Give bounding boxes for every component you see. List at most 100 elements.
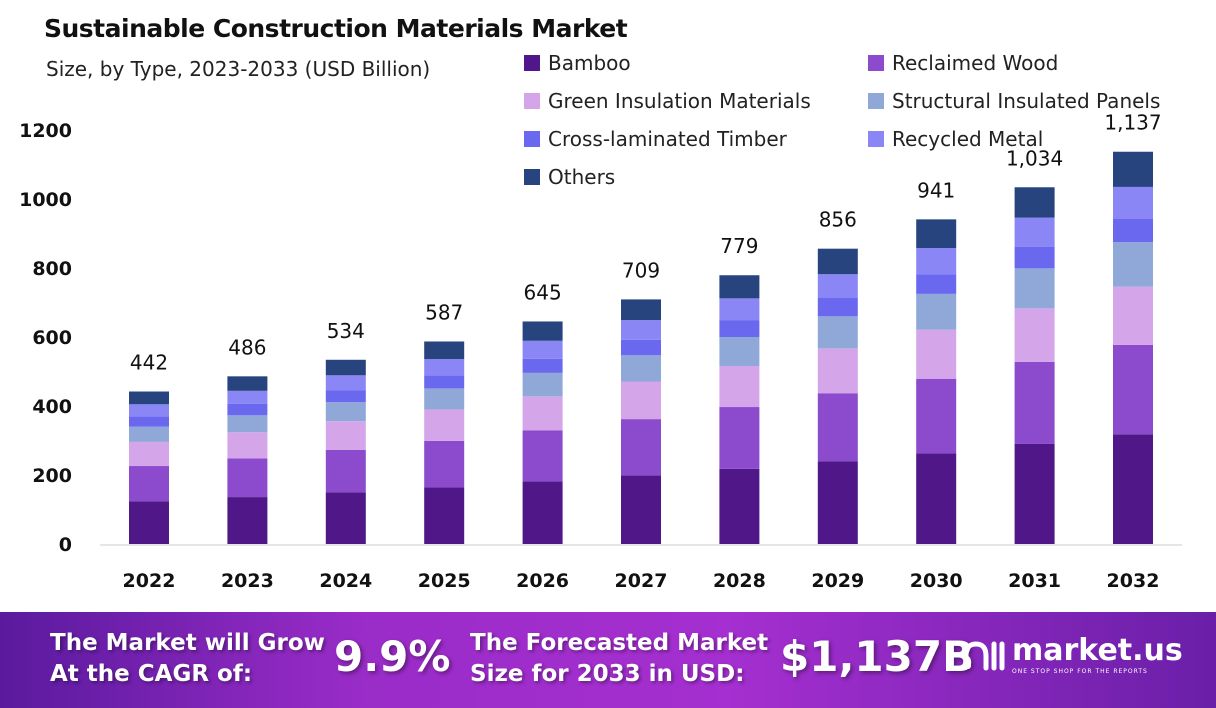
bar-segment-structural-insulated-panels <box>522 372 563 397</box>
bar-segment-green-insulation-materials <box>522 396 563 431</box>
bar-segment-reclaimed-wood <box>621 419 661 476</box>
bar-segment-bamboo <box>129 501 169 544</box>
legend-swatch <box>868 93 884 109</box>
x-tick-label: 2031 <box>1008 570 1061 592</box>
legend-swatch <box>524 131 540 147</box>
logo-tagline: ONE STOP SHOP FOR THE REPORTS <box>1012 668 1148 675</box>
bar-segment-green-insulation-materials <box>1014 308 1055 362</box>
bar-segment-reclaimed-wood <box>1014 361 1055 444</box>
y-tick-label: 0 <box>59 534 72 556</box>
bar-segment-bamboo <box>621 475 661 544</box>
legend-label: Structural Insulated Panels <box>892 89 1161 113</box>
bar-segment-structural-insulated-panels <box>1113 242 1153 287</box>
x-tick-label: 2025 <box>418 570 471 592</box>
forecast-text-line-2: Size for 2033 in USD: <box>470 661 745 687</box>
bar-segment-structural-insulated-panels <box>129 426 169 442</box>
bar-segment-bamboo <box>227 497 268 544</box>
bar-segment-cross-laminated-timber <box>424 375 465 389</box>
total-label: 587 <box>425 300 463 324</box>
bar-segment-bamboo <box>916 453 957 544</box>
bar-segment-others <box>1014 187 1055 218</box>
y-tick-label: 1200 <box>19 120 72 142</box>
legend-item: Recycled Metal <box>868 124 1214 154</box>
bar-segment-reclaimed-wood <box>424 440 465 488</box>
bar-segment-green-insulation-materials <box>719 365 760 408</box>
total-label: 941 <box>917 178 955 202</box>
bar-segment-bamboo <box>817 461 858 544</box>
x-tick-label: 2027 <box>615 570 668 592</box>
bar-segment-cross-laminated-timber <box>129 416 169 427</box>
bar-segment-recycled-metal <box>325 375 366 391</box>
x-tick-label: 2024 <box>319 570 372 592</box>
bar-segment-recycled-metal <box>916 247 957 275</box>
bar-segment-structural-insulated-panels <box>817 316 858 349</box>
legend-swatch <box>524 93 540 109</box>
bar-segment-green-insulation-materials <box>129 441 169 467</box>
bar-segment-cross-laminated-timber <box>1113 219 1153 243</box>
market-us-logo: market.us ONE STOP SHOP FOR THE REPORTS <box>962 636 1183 675</box>
cagr-value: 9.9% <box>334 632 451 681</box>
bar-segment-cross-laminated-timber <box>1014 246 1055 269</box>
bar-segment-recycled-metal <box>129 404 169 417</box>
bar-segment-reclaimed-wood <box>719 407 760 469</box>
bar-segment-structural-insulated-panels <box>325 402 366 422</box>
legend-label: Cross-laminated Timber <box>548 127 787 151</box>
legend-item: Others <box>524 162 868 192</box>
y-tick-label: 800 <box>32 258 72 280</box>
legend-label: Bamboo <box>548 51 631 75</box>
total-label: 534 <box>327 319 365 343</box>
bar-segment-others <box>129 391 169 405</box>
bar-segment-bamboo <box>1113 434 1153 544</box>
bar-segment-others <box>227 376 268 391</box>
stacked-bar-chart: 0 200 400 600 800 1000 1200 442 2022 486 2023 534 20… <box>19 111 1182 592</box>
bar-segment-others <box>621 299 661 321</box>
y-tick-label: 200 <box>32 465 72 487</box>
forecast-value: $1,137B <box>780 632 975 681</box>
forecast-text-line-1: The Forecasted Market <box>470 630 769 656</box>
bar-segment-recycled-metal <box>719 298 760 321</box>
total-label: 709 <box>622 258 660 282</box>
bar-segment-others <box>817 248 858 275</box>
cagr-text-line-1: The Market will Grow <box>50 630 325 656</box>
logo-name: market.us <box>1012 633 1183 668</box>
bar-segment-others <box>522 321 563 341</box>
bar-segment-green-insulation-materials <box>916 329 957 379</box>
y-tick-label: 400 <box>32 396 72 418</box>
legend-item: Cross-laminated Timber <box>524 124 868 154</box>
x-tick-label: 2030 <box>910 570 963 592</box>
bar-segment-structural-insulated-panels <box>1014 268 1055 309</box>
total-label: 856 <box>819 208 857 232</box>
bar-segment-cross-laminated-timber <box>719 320 760 337</box>
legend-item: Reclaimed Wood <box>868 48 1214 78</box>
legend-item: Green Insulation Materials <box>524 86 868 116</box>
bar-segment-green-insulation-materials <box>1113 286 1153 345</box>
total-label: 442 <box>130 351 168 375</box>
bar-segment-bamboo <box>1014 443 1055 544</box>
bar-segment-reclaimed-wood <box>916 378 957 454</box>
x-tick-label: 2029 <box>811 570 864 592</box>
total-label: 1,034 <box>1006 146 1063 170</box>
bar-segment-cross-laminated-timber <box>916 274 957 294</box>
bar-segment-cross-laminated-timber <box>325 390 366 403</box>
forecast-text: The Forecasted Market Size for 2033 in U… <box>470 628 768 690</box>
bar-segment-recycled-metal <box>1113 186 1153 220</box>
footer-banner: The Market will Grow At the CAGR of: 9.9… <box>0 612 1216 708</box>
bar-segment-structural-insulated-panels <box>227 415 268 433</box>
x-tick-label: 2026 <box>516 570 569 592</box>
bar-segment-others <box>916 219 957 248</box>
bar-segment-reclaimed-wood <box>522 430 563 482</box>
legend: Bamboo Reclaimed Wood Green Insulation Mat… <box>524 48 1214 192</box>
bar-segment-others <box>719 275 760 299</box>
bar-segment-cross-laminated-timber <box>817 298 858 317</box>
bar-segment-green-insulation-materials <box>227 432 268 459</box>
total-label: 645 <box>524 280 562 304</box>
bar-segment-green-insulation-materials <box>817 348 858 394</box>
x-tick-label: 2032 <box>1107 570 1160 592</box>
bar-segment-structural-insulated-panels <box>916 293 957 330</box>
bar-segment-recycled-metal <box>817 274 858 299</box>
bar-segment-reclaimed-wood <box>129 466 169 502</box>
legend-label: Reclaimed Wood <box>892 51 1059 75</box>
bar-segment-bamboo <box>325 492 366 544</box>
legend-swatch <box>868 131 884 147</box>
bar-segment-structural-insulated-panels <box>621 355 661 382</box>
